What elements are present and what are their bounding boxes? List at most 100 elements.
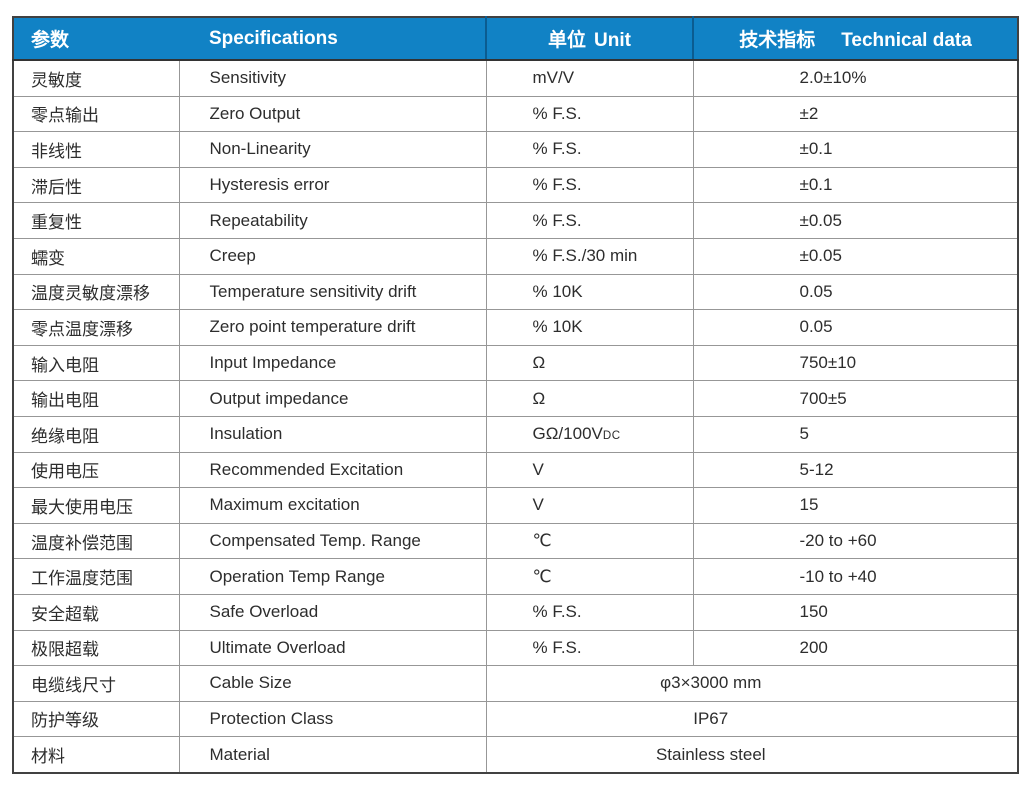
- table-row: 电缆线尺寸 Cable Size φ3×3000 mm: [13, 665, 1018, 702]
- spec-table-container: 参数 Specifications 单位 Unit 技术指标 Technical d…: [12, 16, 1019, 774]
- value-cell: ±0.1: [692, 167, 1018, 204]
- value-cell: 200: [692, 630, 1018, 667]
- param-cell: 输出电阻: [13, 380, 179, 417]
- param-cell: 滞后性: [13, 167, 179, 204]
- header-cell-unit: 单位 Unit: [485, 17, 693, 61]
- table-row: 重复性 Repeatability% F.S. ±0.05: [13, 202, 1018, 239]
- spec-cell: Hysteresis error: [178, 167, 486, 204]
- unit-cell: ℃: [485, 558, 693, 595]
- table-row: 使用电压 Recommended Excitation V 5-12: [13, 452, 1018, 489]
- merged-value-cell: IP67: [485, 701, 1018, 738]
- spec-table-header: 参数 Specifications 单位 Unit 技术指标 Technical d…: [13, 17, 1018, 61]
- unit-cell: Ω: [485, 345, 693, 382]
- param-cell: 输入电阻: [13, 345, 179, 382]
- param-cell: 电缆线尺寸: [13, 665, 179, 702]
- value-cell: ±0.05: [692, 238, 1018, 275]
- spec-cell: Insulation: [178, 416, 486, 453]
- param-cell: 材料: [31, 747, 65, 767]
- header-cell-technical-data: 技术指标 Technical data: [692, 17, 1018, 61]
- unit-cell: Ω: [485, 380, 693, 417]
- table-row: 输入电阻 Input Impedance Ω 750±10: [13, 345, 1018, 382]
- value-cell: 150: [692, 594, 1018, 631]
- table-row: 蠕变 Creep% F.S./30 min ±0.05: [13, 238, 1018, 275]
- value-cell: 5-12: [692, 452, 1018, 489]
- value-cell: 2.0±10%: [692, 60, 1018, 97]
- header-unit-label-zh: 单位: [548, 30, 587, 51]
- unit-cell: % F.S./30 min: [485, 238, 693, 275]
- value-cell: ±0.05: [692, 202, 1018, 239]
- header-param-label: 参数: [31, 30, 70, 51]
- unit-cell: GΩ/100VDC: [485, 416, 693, 453]
- header-spec-label: Specifications: [209, 27, 338, 49]
- spec-cell: Operation Temp Range: [178, 558, 486, 595]
- value-cell: 15: [692, 487, 1018, 524]
- unit-cell: mV/V: [485, 60, 693, 97]
- param-cell: 安全超载: [13, 594, 179, 631]
- table-row: 非线性 Non-Linearity% F.S. ±0.1: [13, 131, 1018, 168]
- value-cell: 5: [692, 416, 1018, 453]
- header-unit-label-en: Unit: [594, 30, 631, 51]
- spec-cell: Cable Size: [178, 665, 486, 702]
- spec-cell: Maximum excitation: [178, 487, 486, 524]
- table-row: 工作温度范围 Operation Temp Range ℃ -10 to +40: [13, 558, 1018, 595]
- spec-table-body: 灵敏度 Sensitivity mV/V 2.0±10% 零点输出 Zero Output…: [13, 60, 1018, 773]
- table-row: 温度灵敏度漂移 Temperature sensitivity drift% 10…: [13, 274, 1018, 311]
- table-row: 灵敏度 Sensitivity mV/V 2.0±10%: [13, 60, 1018, 97]
- unit-cell: % 10K: [485, 274, 693, 311]
- unit-cell: % F.S.: [485, 167, 693, 204]
- param-cell: 极限超载: [13, 630, 179, 667]
- param-cell: 非线性: [13, 131, 179, 168]
- value-cell: -10 to +40: [692, 558, 1018, 595]
- merged-value-cell: φ3×3000 mm: [485, 665, 1018, 702]
- value-cell: 0.05: [692, 274, 1018, 311]
- table-row: 材料 Material Stainless steel: [13, 736, 1018, 773]
- table-row: 输出电阻 Output impedance Ω 700±5: [13, 380, 1018, 417]
- spec-cell: Repeatability: [178, 202, 486, 239]
- param-cell: 重复性: [13, 202, 179, 239]
- param-cell: 灵敏度: [13, 60, 179, 97]
- table-row: 防护等级 Protection Class IP67: [13, 701, 1018, 738]
- spec-table: 参数 Specifications 单位 Unit 技术指标 Technical d…: [12, 16, 1019, 774]
- param-cell: 蠕变: [13, 238, 179, 275]
- spec-cell: Zero Output: [178, 96, 486, 133]
- table-row: 绝缘电阻 Insulation GΩ/100VDC 5: [13, 416, 1018, 453]
- unit-cell: V: [485, 452, 693, 489]
- param-cell: 零点温度漂移: [13, 309, 179, 346]
- header-cell-specifications: Specifications: [179, 17, 486, 61]
- unit-cell: % 10K: [485, 309, 693, 346]
- spec-cell: Output impedance: [178, 380, 486, 417]
- spec-cell: Non-Linearity: [178, 131, 486, 168]
- spec-cell: Temperature sensitivity drift: [178, 274, 486, 311]
- unit-cell: ℃: [485, 523, 693, 560]
- param-cell: 使用电压: [13, 452, 179, 489]
- unit-cell: % F.S.: [485, 594, 693, 631]
- param-cell: 零点输出: [13, 96, 179, 133]
- unit-cell: % F.S.: [485, 202, 693, 239]
- spec-cell: Material: [178, 736, 486, 773]
- unit-cell: V: [485, 487, 693, 524]
- spec-cell: Creep: [178, 238, 486, 275]
- unit-cell: % F.S.: [485, 96, 693, 133]
- value-cell: ±0.1: [692, 131, 1018, 168]
- spec-cell: Ultimate Overload: [178, 630, 486, 667]
- spec-cell: Recommended Excitation: [178, 452, 486, 489]
- value-cell: -20 to +60: [692, 523, 1018, 560]
- table-row: 温度补偿范围 Compensated Temp. Range ℃ -20 to +60: [13, 523, 1018, 560]
- header-tech-label-en: Technical data: [841, 30, 972, 51]
- param-cell: 绝缘电阻: [13, 416, 179, 453]
- value-cell: ±2: [692, 96, 1018, 133]
- spec-cell: Compensated Temp. Range: [178, 523, 486, 560]
- unit-subscript: DC: [602, 430, 621, 443]
- table-row: 极限超载 Ultimate Overload% F.S. 200: [13, 630, 1018, 667]
- param-cell: 温度灵敏度漂移: [13, 274, 179, 311]
- param-cell: 最大使用电压: [13, 487, 179, 524]
- spec-cell: Zero point temperature drift: [178, 309, 486, 346]
- spec-cell: Sensitivity: [178, 60, 486, 97]
- header-tech-label-zh: 技术指标: [739, 30, 816, 51]
- table-row: 零点温度漂移 Zero point temperature drift% 10K 0…: [13, 309, 1018, 346]
- unit-cell: % F.S.: [485, 131, 693, 168]
- spec-cell: Protection Class: [178, 701, 486, 738]
- table-row: 零点输出 Zero Output% F.S. ±2: [13, 96, 1018, 133]
- value-cell: 700±5: [692, 380, 1018, 417]
